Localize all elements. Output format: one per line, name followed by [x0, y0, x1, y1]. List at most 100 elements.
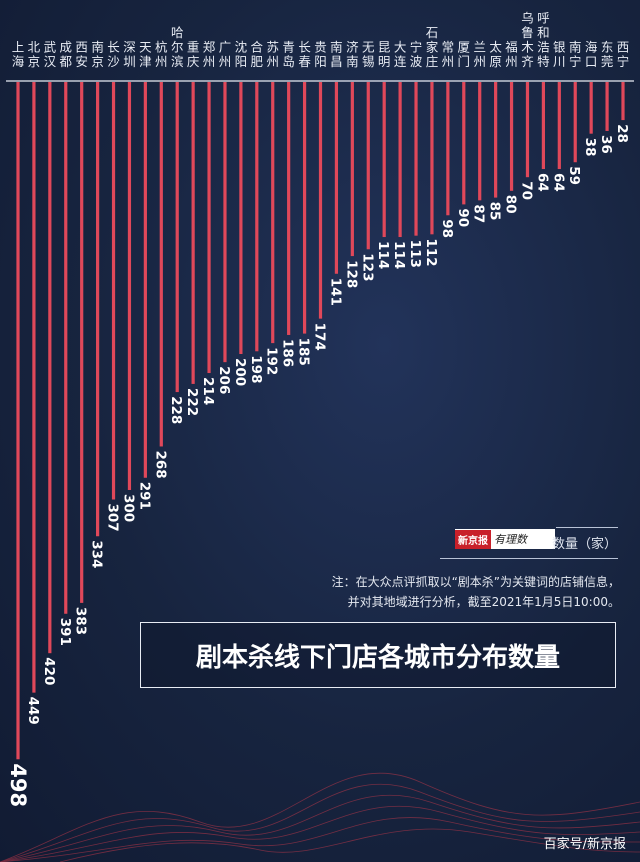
- city-label: 银: [553, 40, 566, 55]
- value-label: 98: [439, 219, 455, 238]
- city-label: 宁: [410, 40, 423, 55]
- bar: [350, 82, 354, 257]
- value-label: 85: [487, 202, 503, 221]
- city-label: 上: [12, 40, 25, 55]
- divider: [440, 558, 618, 559]
- city-label: 大: [394, 40, 407, 55]
- city-label: 肥: [251, 54, 264, 69]
- city-label: 呼: [537, 11, 550, 26]
- bar: [143, 82, 147, 478]
- value-label: 291: [136, 482, 152, 510]
- value-label: 185: [296, 338, 312, 366]
- city-label: 原: [489, 54, 502, 69]
- city-label: 庆: [187, 54, 200, 69]
- city-label: 福: [505, 40, 518, 55]
- city-label: 兰: [473, 40, 486, 55]
- city-label: 常: [442, 40, 455, 55]
- value-label: 87: [471, 204, 487, 223]
- value-label: 300: [120, 494, 136, 522]
- city-label: 哈: [171, 25, 184, 40]
- value-label: 141: [327, 278, 343, 306]
- city-label: 鲁: [521, 25, 534, 40]
- city-label: 沙: [107, 54, 120, 69]
- note: 注：在大众点评抓取以“剧本杀”为关键词的店铺信息， 并对其地域进行分析，截至20…: [332, 572, 620, 612]
- bar: [48, 82, 52, 654]
- value-label: 391: [57, 618, 73, 646]
- city-label: 昌: [330, 54, 343, 69]
- bar: [191, 82, 195, 384]
- value-label: 214: [200, 377, 216, 405]
- city-label: 汉: [44, 54, 57, 69]
- city-label: 重: [187, 40, 200, 55]
- divider: [556, 527, 618, 528]
- city-label: 沈: [235, 40, 248, 55]
- value-label: 28: [614, 124, 630, 143]
- source-label: 百家号/新京报: [543, 837, 626, 852]
- city-label: 岛: [282, 54, 295, 69]
- bar: [509, 82, 514, 191]
- city-label: 锡: [362, 54, 375, 69]
- bar: [16, 82, 20, 760]
- value-label: 186: [280, 339, 296, 367]
- value-label: 59: [566, 166, 582, 185]
- city-label: 波: [410, 54, 423, 69]
- city-label: 安: [75, 54, 88, 69]
- city-label: 南: [91, 40, 104, 55]
- bar: [605, 82, 609, 131]
- value-label: 307: [105, 504, 121, 532]
- bar: [382, 82, 386, 238]
- city-label: 济: [346, 40, 359, 55]
- bar: [621, 82, 625, 121]
- city-label: 京: [28, 54, 41, 69]
- value-label: 112: [423, 238, 439, 266]
- city-label: 青: [282, 40, 295, 55]
- value-label: 420: [41, 657, 57, 685]
- value-label: 64: [534, 173, 550, 192]
- city-label: 州: [219, 54, 232, 69]
- bar: [478, 82, 482, 201]
- value-label: 114: [375, 241, 391, 269]
- bar: [32, 82, 36, 693]
- value-label: 498: [6, 763, 30, 807]
- city-label: 津: [139, 54, 152, 69]
- city-label: 庄: [426, 54, 439, 69]
- bar: [414, 82, 418, 236]
- value-label: 174: [312, 323, 328, 351]
- city-label: 东: [601, 40, 614, 55]
- bar: [302, 82, 307, 334]
- city-label: 西: [617, 40, 630, 55]
- city-label: 深: [123, 40, 136, 55]
- city-label: 浩: [537, 40, 550, 55]
- value-label: 114: [391, 241, 407, 269]
- city-label: 阳: [314, 54, 327, 69]
- city-label: 木: [521, 40, 534, 55]
- logo: 新京报 有理数: [455, 529, 555, 549]
- city-label: 尔: [171, 40, 184, 55]
- city-label: 宁: [569, 54, 582, 69]
- city-label: 杭: [155, 40, 168, 55]
- city-label: 口: [585, 54, 598, 69]
- city-label: 州: [266, 54, 279, 69]
- city-label: 无: [362, 40, 375, 55]
- bar: [255, 82, 259, 352]
- value-label: 64: [550, 173, 566, 192]
- city-label: 南: [569, 40, 582, 55]
- value-label: 38: [582, 138, 598, 157]
- value-label: 128: [343, 260, 359, 288]
- city-label: 莞: [601, 54, 614, 69]
- bar: [207, 82, 211, 374]
- value-label: 228: [168, 396, 184, 424]
- bar: [366, 82, 370, 250]
- city-label: 门: [458, 54, 471, 69]
- city-label: 春: [298, 54, 311, 69]
- city-label: 广: [219, 40, 232, 55]
- city-label: 昆: [378, 40, 391, 55]
- value-label: 36: [598, 135, 614, 154]
- city-label: 特: [537, 54, 550, 69]
- value-label: 206: [216, 366, 232, 394]
- city-label: 南: [330, 40, 343, 55]
- bar: [557, 82, 561, 170]
- bar: [80, 82, 84, 603]
- bar: [96, 82, 100, 537]
- city-label: 京: [91, 54, 104, 69]
